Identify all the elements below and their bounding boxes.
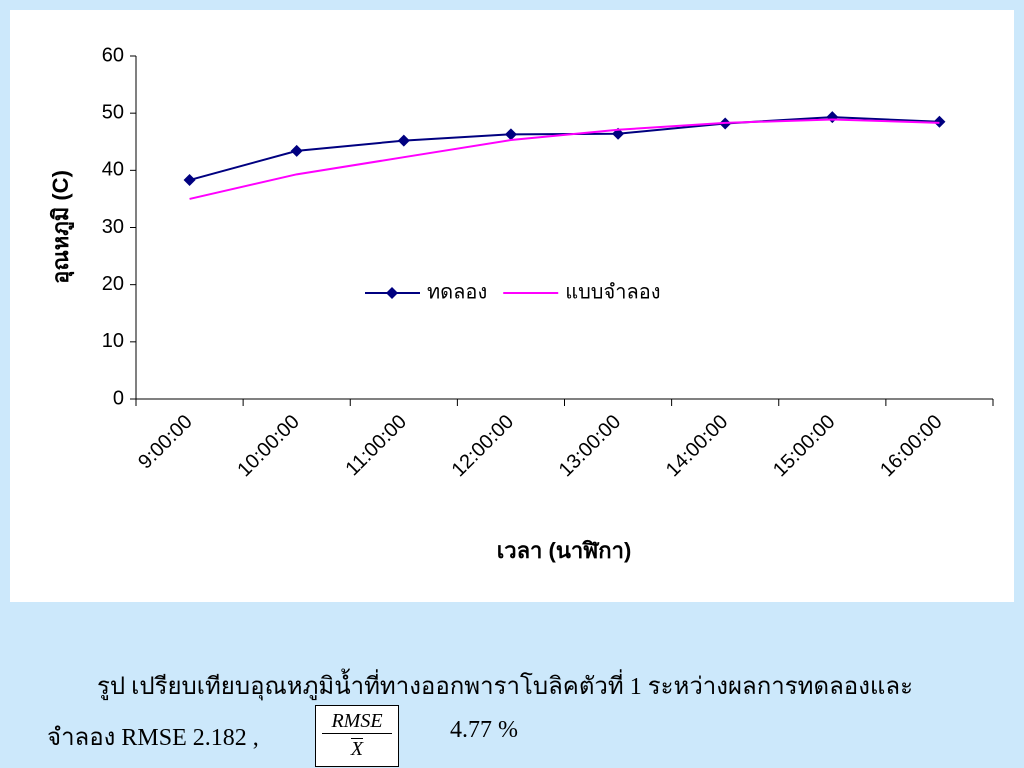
legend-label: ทดลอง (427, 281, 487, 303)
chart: อุณหภูมิ (C) เวลา (นาฬิกา) 0 10 20 30 40 50 60… (10, 10, 1014, 602)
y-tick-label: 30 (102, 216, 124, 238)
x-axis-label: เวลา (นาฬิกา) (497, 538, 632, 563)
y-tick-label: 40 (102, 159, 124, 181)
y-tick-label: 60 (102, 44, 124, 66)
caption-line1: รูป เปรียบเทียบอุณหภูมิน้ำที่ทางออกพาราโ… (97, 674, 913, 700)
y-tick-label: 0 (113, 387, 124, 409)
marker (397, 134, 410, 147)
series-line (189, 118, 940, 200)
y-axis-label: อุณหภูมิ (C) (48, 170, 75, 284)
marker (933, 115, 946, 128)
legend-marker (386, 287, 398, 299)
chart-area (10, 10, 1014, 602)
denominator: X (350, 738, 364, 760)
fraction-box: RMSE X (315, 705, 399, 767)
marker (290, 144, 303, 157)
caption-line2: จำลอง RMSE 2.182 , (47, 725, 259, 751)
marker (183, 174, 196, 187)
y-tick-label: 10 (102, 330, 124, 352)
caption-result: 4.77 % (450, 717, 518, 743)
numerator: RMSE (322, 710, 392, 734)
y-tick-label: 50 (102, 101, 124, 123)
marker (504, 128, 517, 141)
legend-label: แบบจำลอง (565, 281, 660, 303)
y-tick-label: 20 (102, 273, 124, 295)
